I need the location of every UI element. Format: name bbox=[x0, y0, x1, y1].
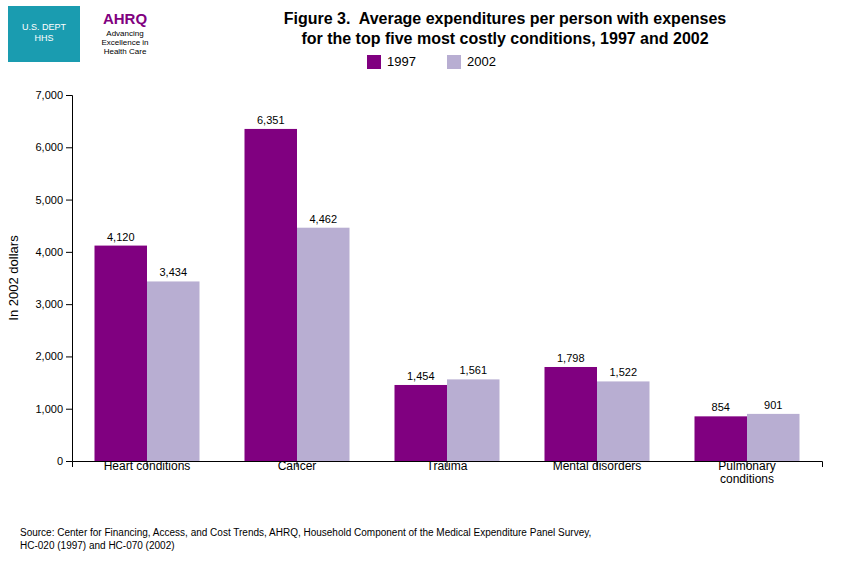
text-line: HHS bbox=[34, 33, 53, 43]
bar bbox=[147, 281, 200, 461]
annotation: U.S. DEPTHHS bbox=[22, 22, 67, 43]
text-line: HC-020 (1997) and HC-070 (2002) bbox=[20, 540, 175, 551]
x-tick: Cancer bbox=[278, 459, 317, 473]
text-line: Source: Center for Financing, Access, an… bbox=[20, 527, 591, 538]
x-tick-label: Pulmonaryconditions bbox=[718, 459, 775, 486]
data-label: 1,522 bbox=[609, 366, 637, 378]
y-tick-mark bbox=[66, 409, 72, 410]
bar bbox=[747, 414, 800, 461]
text-line: conditions bbox=[720, 472, 774, 486]
y-axis: 0 1,000 2,000 3,000 4,000 5,000 6,000 7,000 bbox=[35, 89, 72, 467]
bar bbox=[395, 385, 448, 461]
y-tick: 2,000 bbox=[35, 350, 72, 362]
bar bbox=[695, 416, 748, 461]
y-tick-label: 5,000 bbox=[35, 194, 63, 206]
y-tick-label: 3,000 bbox=[35, 298, 63, 310]
y-tick-mark bbox=[66, 356, 72, 357]
y-tick-label: 7,000 bbox=[35, 89, 63, 101]
y-tick-mark bbox=[66, 252, 72, 253]
y-tick: 1,000 bbox=[35, 403, 72, 415]
y-tick: 6,000 bbox=[35, 141, 72, 153]
y-tick-label: 1,000 bbox=[35, 403, 63, 415]
chart: Figure 3. Average expenditures per perso… bbox=[0, 0, 852, 576]
text-line: Trauma bbox=[427, 459, 468, 473]
y-tick: 3,000 bbox=[35, 298, 72, 310]
annotation: AdvancingExcellence inHealth Care bbox=[101, 29, 148, 56]
legend-item: 2002 bbox=[447, 54, 496, 69]
data-label: 1,798 bbox=[557, 352, 585, 364]
x-tick: Trauma bbox=[427, 459, 468, 473]
data-label: 6,351 bbox=[257, 114, 285, 126]
text-line: for the top five most costly conditions,… bbox=[301, 30, 708, 47]
y-tick-mark bbox=[66, 200, 72, 201]
text-line: Mental disorders bbox=[553, 459, 642, 473]
data-label: 1,561 bbox=[459, 364, 487, 376]
bar bbox=[95, 246, 148, 461]
title: Figure 3. Average expenditures per perso… bbox=[284, 10, 727, 47]
text-line: U.S. DEPT bbox=[22, 22, 67, 32]
logo: U.S. DEPTHHS AHRQ AdvancingExcellence inHe… bbox=[8, 6, 149, 62]
y-tick: 0 bbox=[57, 455, 72, 467]
text-line: Heart conditions bbox=[104, 459, 191, 473]
y-tick: 5,000 bbox=[35, 194, 72, 206]
y-tick-mark bbox=[66, 95, 72, 96]
data-label: 4,462 bbox=[309, 213, 337, 225]
x-tick: Pulmonaryconditions bbox=[718, 459, 775, 486]
legend-swatch bbox=[367, 55, 381, 69]
text-line: Figure 3. Average expenditures per perso… bbox=[284, 10, 727, 27]
x-tick-label: Cancer bbox=[278, 459, 317, 473]
legend-item: 1997 bbox=[367, 54, 416, 69]
y-axis-label: In 2002 dollars bbox=[6, 235, 21, 321]
y-tick-label: 2,000 bbox=[35, 350, 63, 362]
text-line: Pulmonary bbox=[718, 459, 775, 473]
plot: 0 1,000 2,000 3,000 4,000 5,000 6,000 7,000 Hear… bbox=[35, 89, 822, 486]
bars bbox=[95, 129, 800, 461]
text-line: Cancer bbox=[278, 459, 317, 473]
data-label: 1,454 bbox=[407, 370, 435, 382]
legend-label: 1997 bbox=[387, 54, 416, 69]
data-label: 3,434 bbox=[159, 266, 187, 278]
bar bbox=[447, 379, 500, 461]
text-line: Advancing bbox=[106, 29, 143, 38]
y-tick-label: 4,000 bbox=[35, 246, 63, 258]
annotation: AHRQ bbox=[103, 10, 147, 27]
y-tick-mark bbox=[66, 461, 72, 462]
x-tick: Heart conditions bbox=[104, 459, 191, 473]
text-line: Health Care bbox=[104, 47, 147, 56]
y-tick-mark bbox=[66, 147, 72, 148]
data-label: 901 bbox=[764, 399, 782, 411]
x-tick-label: Mental disorders bbox=[553, 459, 642, 473]
y-tick-label: 0 bbox=[57, 455, 63, 467]
legend-label: 2002 bbox=[467, 54, 496, 69]
bar bbox=[297, 228, 350, 461]
data-labels: 4,120 6,351 1,454 1,798 854 3,434 4,462 1,561 1,… bbox=[107, 114, 782, 413]
y-tick-mark bbox=[66, 304, 72, 305]
text-line: Excellence in bbox=[101, 38, 148, 47]
annotation: Source: Center for Financing, Access, an… bbox=[20, 527, 591, 551]
data-label: 4,120 bbox=[107, 231, 135, 243]
y-tick: 7,000 bbox=[35, 89, 72, 101]
data-label: 854 bbox=[712, 401, 730, 413]
x-axis: Heart conditions Cancer Trauma Mental disor… bbox=[73, 459, 823, 486]
x-tick: Mental disorders bbox=[553, 459, 642, 473]
legend-swatch bbox=[447, 55, 461, 69]
bar bbox=[245, 129, 298, 461]
y-tick: 4,000 bbox=[35, 246, 72, 258]
bar bbox=[597, 381, 650, 461]
legend: 1997 2002 bbox=[367, 54, 496, 69]
logo-box bbox=[8, 6, 80, 62]
bar bbox=[545, 367, 598, 461]
y-tick-label: 6,000 bbox=[35, 141, 63, 153]
x-tick-label: Heart conditions bbox=[104, 459, 191, 473]
y-axis-line bbox=[66, 96, 73, 462]
x-tick-label: Trauma bbox=[427, 459, 468, 473]
